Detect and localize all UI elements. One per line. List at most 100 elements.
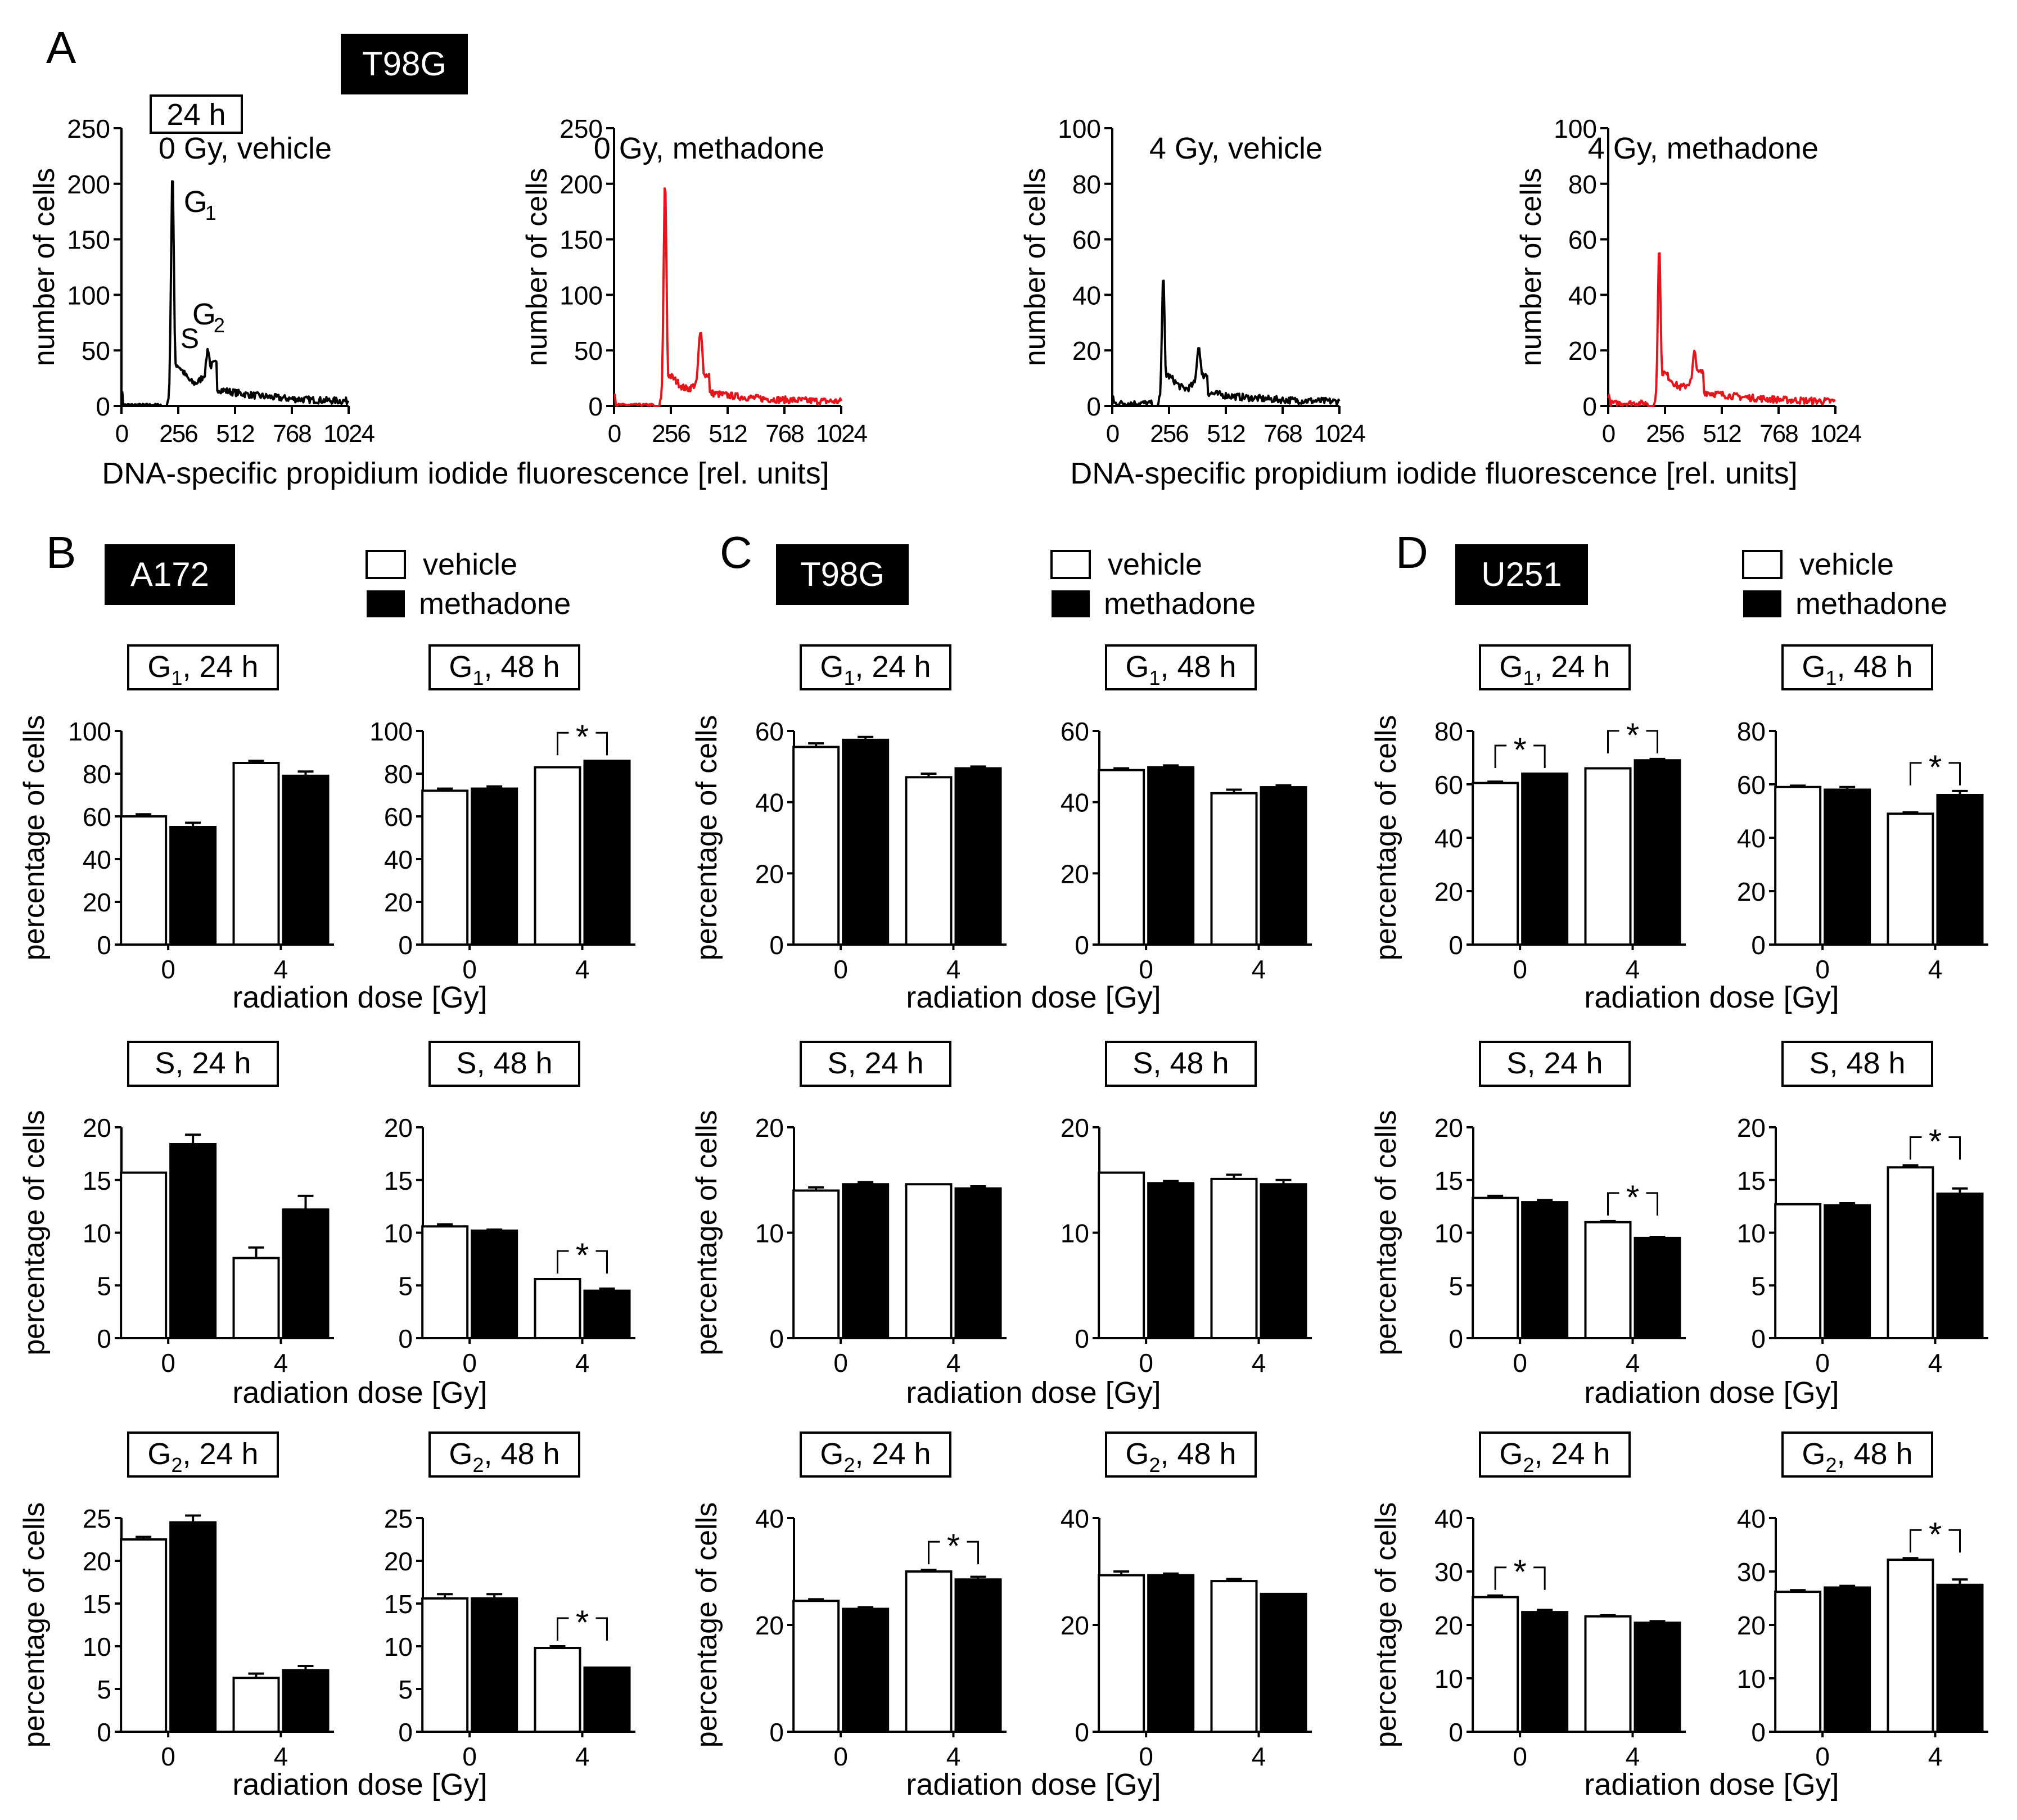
x-tick-label: 0 bbox=[1139, 955, 1153, 984]
bar-vehicle bbox=[1098, 1171, 1145, 1339]
significance-bracket bbox=[1494, 744, 1546, 768]
bar-methadone bbox=[842, 1607, 890, 1733]
bar-chart-B-S-24: S, 24 h 0 5 10 15 20 percentage of cells 0 4 bbox=[18, 1041, 334, 1378]
y-tick-label: 50 bbox=[82, 336, 110, 365]
bar-methadone bbox=[1824, 788, 1871, 946]
significance-bracket bbox=[1910, 1529, 1961, 1553]
bar-methadone bbox=[954, 1578, 1002, 1733]
y-tick-label: 60 bbox=[1072, 225, 1101, 255]
panel-letter-b: B bbox=[46, 527, 76, 577]
y-tick-label: 20 bbox=[1434, 1611, 1463, 1640]
subplot-title-box bbox=[800, 644, 951, 690]
bar-vehicle bbox=[792, 1600, 840, 1733]
bar-vehicle bbox=[1472, 1196, 1519, 1339]
subplot-title: G2, 24 h bbox=[820, 1437, 931, 1476]
y-tick-label: 10 bbox=[1737, 1664, 1766, 1693]
subplot-title: S, 24 h bbox=[155, 1046, 251, 1080]
bar-chart-C-G1-48: G1, 48 h 0 20 40 60 0 4 bbox=[1061, 644, 1312, 984]
y-tick-label: 100 bbox=[369, 717, 413, 746]
bar-chart-D-G2-24: G2, 24 h 0 10 20 30 40 percentage of cells 0 * 4 bbox=[1370, 1431, 1686, 1771]
y-axis-label: number of cells bbox=[1019, 168, 1052, 367]
y-axis-label: percentage of cells bbox=[1370, 1110, 1402, 1356]
bar-vehicle bbox=[905, 1183, 953, 1339]
bar-methadone bbox=[1147, 1182, 1195, 1339]
histogram-trace bbox=[1111, 279, 1341, 407]
bar-methadone bbox=[169, 1521, 217, 1733]
bar-vehicle bbox=[1098, 1574, 1145, 1733]
x-tick-label: 256 bbox=[1646, 420, 1684, 448]
panel-letter-a: A bbox=[46, 22, 76, 73]
y-tick-label: 40 bbox=[1061, 788, 1089, 818]
y-tick-label: 0 bbox=[1086, 392, 1101, 421]
histogram-trace bbox=[613, 187, 842, 407]
y-tick-label: 60 bbox=[83, 802, 111, 832]
y-tick-label: 50 bbox=[574, 336, 603, 365]
x-tick-label: 4 bbox=[946, 1742, 961, 1771]
y-tick-label: 10 bbox=[1737, 1219, 1766, 1248]
svg-text:T98G: T98G bbox=[800, 556, 885, 593]
y-tick-label: 0 bbox=[97, 931, 111, 960]
x-tick-label: 0 bbox=[833, 1742, 848, 1771]
bar-methadone bbox=[471, 1229, 518, 1339]
bar-methadone bbox=[282, 774, 330, 946]
subplot-title: G2, 48 h bbox=[1802, 1437, 1912, 1476]
y-tick-label: 0 bbox=[1075, 1718, 1089, 1747]
y-tick-label: 250 bbox=[67, 114, 110, 143]
x-tick-label: 0 bbox=[462, 1742, 477, 1771]
subplot-title-box bbox=[1781, 1431, 1933, 1478]
g1-peak-label-sub: 1 bbox=[205, 201, 216, 224]
bar-methadone bbox=[1521, 773, 1569, 946]
y-tick-label: 15 bbox=[1434, 1166, 1463, 1195]
y-tick-label: 40 bbox=[755, 1504, 784, 1533]
histogram-title: 0 Gy, methadone bbox=[594, 132, 824, 165]
x-tick-label: 4 bbox=[575, 1348, 590, 1378]
x-tick-label: 4 bbox=[1626, 1742, 1640, 1771]
xlabel-b-row1: radiation dose [Gy] bbox=[232, 981, 487, 1014]
y-tick-label: 100 bbox=[559, 281, 603, 310]
significance-bracket bbox=[1494, 1566, 1546, 1590]
legend-d: vehicle methadone bbox=[1742, 548, 1947, 621]
xlabel-c-row1: radiation dose [Gy] bbox=[906, 981, 1161, 1014]
y-tick-label: 0 bbox=[398, 1324, 413, 1353]
bar-chart-C-G1-24: G1, 24 h 0 20 40 60 percentage of cells 0 4 bbox=[691, 644, 1007, 984]
subplot-title: G1, 48 h bbox=[1802, 650, 1912, 689]
x-tick-label: 4 bbox=[1626, 1348, 1640, 1378]
y-axis-label: number of cells bbox=[521, 168, 553, 367]
subplot-title-box bbox=[800, 1431, 951, 1478]
y-axis-label: percentage of cells bbox=[18, 1110, 51, 1356]
cell-line-badge-b: A172 bbox=[105, 544, 235, 605]
x-tick-label: 4 bbox=[1928, 1348, 1943, 1378]
subplot-title: G2, 24 h bbox=[1499, 1437, 1610, 1476]
y-tick-label: 5 bbox=[398, 1675, 413, 1704]
y-tick-label: 10 bbox=[1061, 1219, 1089, 1248]
y-tick-label: 10 bbox=[1434, 1664, 1463, 1693]
significance-star: * bbox=[1513, 731, 1526, 769]
bar-chart-C-S-48: S, 48 h 0 10 20 0 4 bbox=[1061, 1041, 1312, 1378]
significance-bracket bbox=[1910, 1136, 1961, 1160]
y-tick-label: 10 bbox=[1434, 1219, 1463, 1248]
x-tick-label: 0 bbox=[1513, 955, 1527, 984]
y-tick-label: 40 bbox=[1737, 1504, 1766, 1533]
x-tick-label: 4 bbox=[575, 955, 590, 984]
bar-vehicle bbox=[534, 766, 581, 946]
x-tick-label: 512 bbox=[1703, 420, 1741, 448]
y-tick-label: 0 bbox=[769, 1324, 784, 1353]
x-tick-label: 0 bbox=[161, 1742, 175, 1771]
x-tick-label: 512 bbox=[709, 420, 747, 448]
y-tick-label: 25 bbox=[83, 1504, 111, 1533]
significance-star: * bbox=[1626, 1178, 1639, 1216]
y-tick-label: 0 bbox=[1075, 1324, 1089, 1353]
y-tick-label: 15 bbox=[83, 1589, 111, 1619]
bar-vehicle bbox=[792, 746, 840, 946]
x-tick-label: 4 bbox=[946, 955, 961, 984]
bar-chart-B-G2-48: G2, 48 h 0 5 10 15 20 25 0 4 * bbox=[384, 1431, 635, 1771]
subplot-title: S, 48 h bbox=[456, 1046, 552, 1080]
bar-vehicle bbox=[1210, 1580, 1258, 1733]
x-tick-label: 4 bbox=[1626, 955, 1640, 984]
cell-line-badge-c: T98G bbox=[776, 544, 909, 605]
y-axis-label: percentage of cells bbox=[691, 1110, 723, 1356]
xlabel-b-row3: radiation dose [Gy] bbox=[232, 1768, 487, 1801]
x-tick-label: 4 bbox=[1928, 1742, 1943, 1771]
